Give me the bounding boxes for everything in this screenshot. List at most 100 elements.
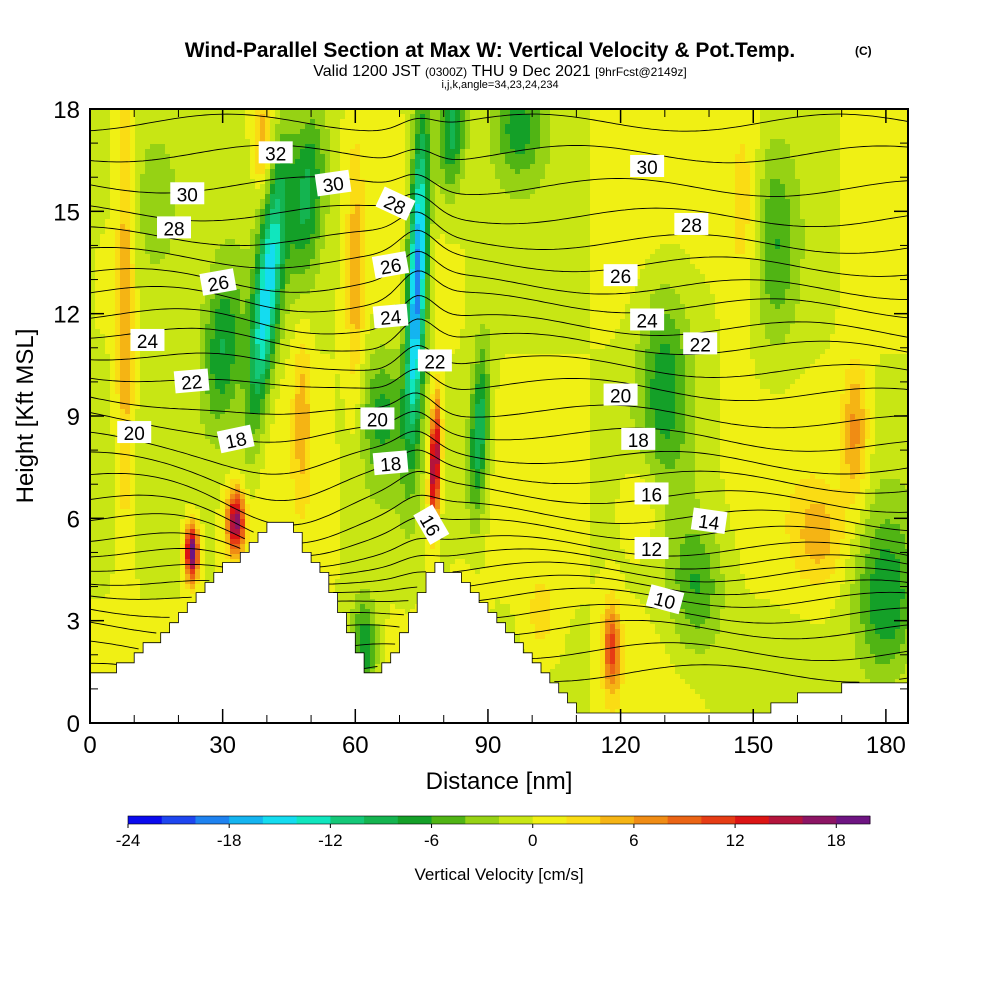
velocity-cell bbox=[150, 249, 156, 255]
velocity-cell bbox=[145, 159, 151, 165]
velocity-cell bbox=[200, 449, 206, 455]
velocity-cell bbox=[130, 299, 136, 305]
velocity-cell bbox=[240, 314, 246, 320]
velocity-cell bbox=[95, 139, 101, 145]
velocity-cell bbox=[210, 244, 216, 250]
velocity-cell bbox=[180, 579, 186, 585]
velocity-cell bbox=[160, 374, 166, 380]
velocity-cell bbox=[205, 444, 211, 450]
velocity-cell bbox=[110, 549, 116, 555]
velocity-cell bbox=[235, 269, 241, 275]
velocity-cell bbox=[165, 244, 171, 250]
velocity-cell bbox=[285, 454, 291, 460]
velocity-cell bbox=[205, 359, 211, 365]
velocity-cell bbox=[90, 409, 96, 415]
velocity-cell bbox=[215, 519, 221, 525]
velocity-cell bbox=[155, 619, 161, 625]
velocity-cell bbox=[135, 214, 141, 220]
velocity-cell bbox=[135, 244, 141, 250]
velocity-cell bbox=[285, 109, 291, 115]
velocity-cell bbox=[95, 319, 101, 325]
velocity-cell bbox=[160, 164, 166, 170]
velocity-cell bbox=[190, 469, 196, 475]
velocity-cell bbox=[245, 289, 251, 295]
velocity-cell bbox=[125, 174, 131, 180]
velocity-cell bbox=[245, 274, 251, 280]
velocity-cell bbox=[205, 184, 211, 190]
velocity-cell bbox=[160, 139, 166, 145]
velocity-cell bbox=[165, 579, 171, 585]
velocity-cell bbox=[170, 244, 176, 250]
velocity-cell bbox=[270, 264, 276, 270]
velocity-cell bbox=[90, 529, 96, 535]
velocity-cell bbox=[170, 469, 176, 475]
velocity-cell bbox=[185, 479, 191, 485]
velocity-cell bbox=[250, 304, 256, 310]
velocity-cell bbox=[110, 474, 116, 480]
velocity-cell bbox=[120, 354, 126, 360]
velocity-cell bbox=[95, 134, 101, 140]
velocity-cell bbox=[185, 249, 191, 255]
velocity-cell bbox=[145, 624, 151, 630]
velocity-cell bbox=[110, 524, 116, 530]
velocity-cell bbox=[95, 434, 101, 440]
velocity-cell bbox=[235, 354, 241, 360]
velocity-cell bbox=[200, 169, 206, 175]
velocity-cell bbox=[140, 364, 146, 370]
velocity-cell bbox=[265, 319, 271, 325]
velocity-cell bbox=[280, 254, 286, 260]
velocity-cell bbox=[200, 429, 206, 435]
velocity-cell bbox=[155, 409, 161, 415]
velocity-cell bbox=[95, 479, 101, 485]
velocity-cell bbox=[275, 344, 281, 350]
velocity-cell bbox=[90, 354, 96, 360]
velocity-cell bbox=[105, 279, 111, 285]
velocity-cell bbox=[285, 319, 291, 325]
velocity-cell bbox=[180, 109, 186, 115]
velocity-cell bbox=[180, 559, 186, 565]
velocity-cell bbox=[160, 454, 166, 460]
velocity-cell bbox=[115, 149, 121, 155]
velocity-cell bbox=[120, 189, 126, 195]
velocity-cell bbox=[230, 199, 236, 205]
velocity-cell bbox=[140, 139, 146, 145]
velocity-cell bbox=[215, 504, 221, 510]
velocity-cell bbox=[135, 109, 141, 115]
velocity-cell bbox=[115, 349, 121, 355]
velocity-cell bbox=[175, 454, 181, 460]
velocity-cell bbox=[190, 149, 196, 155]
velocity-cell bbox=[225, 369, 231, 375]
velocity-cell bbox=[185, 269, 191, 275]
velocity-cell bbox=[130, 494, 136, 500]
velocity-cell bbox=[120, 339, 126, 345]
velocity-cell bbox=[250, 389, 256, 395]
velocity-cell bbox=[205, 409, 211, 415]
velocity-cell bbox=[95, 194, 101, 200]
velocity-cell bbox=[125, 414, 131, 420]
velocity-cell bbox=[150, 469, 156, 475]
velocity-cell bbox=[140, 264, 146, 270]
velocity-cell bbox=[170, 204, 176, 210]
velocity-cell bbox=[210, 164, 216, 170]
velocity-cell bbox=[175, 164, 181, 170]
velocity-cell bbox=[110, 534, 116, 540]
velocity-cell bbox=[125, 474, 131, 480]
velocity-cell bbox=[235, 124, 241, 130]
velocity-cell bbox=[150, 139, 156, 145]
velocity-cell bbox=[135, 594, 141, 600]
velocity-cell bbox=[205, 229, 211, 235]
velocity-cell bbox=[230, 474, 236, 480]
velocity-cell bbox=[250, 534, 256, 540]
velocity-cell bbox=[220, 239, 226, 245]
velocity-cell bbox=[175, 519, 181, 525]
velocity-cell bbox=[215, 349, 221, 355]
velocity-cell bbox=[200, 589, 206, 595]
velocity-cell bbox=[95, 669, 101, 675]
velocity-cell bbox=[115, 154, 121, 160]
velocity-cell bbox=[245, 314, 251, 320]
velocity-cell bbox=[95, 569, 101, 575]
velocity-cell bbox=[130, 594, 136, 600]
velocity-cell bbox=[170, 499, 176, 505]
velocity-cell bbox=[150, 299, 156, 305]
velocity-cell bbox=[200, 554, 206, 560]
